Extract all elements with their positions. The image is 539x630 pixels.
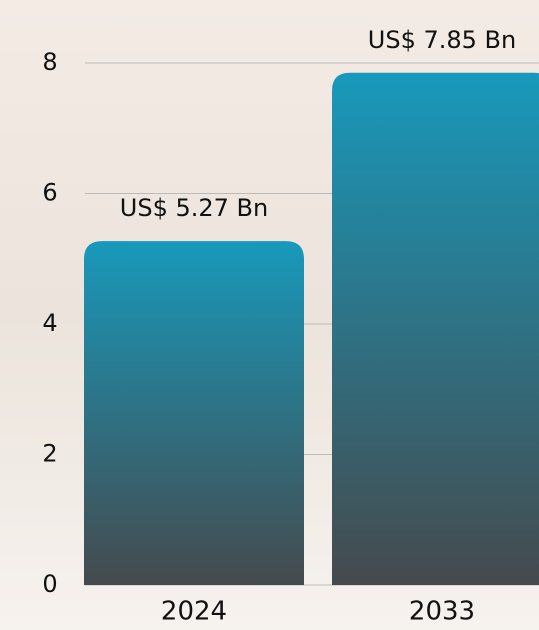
value-label: US$ 5.27 Bn (120, 194, 268, 222)
value-label: US$ 7.85 Bn (368, 26, 516, 54)
y-tick-label: 2 (42, 440, 57, 468)
x-tick-label: 2024 (161, 597, 227, 627)
x-tick-label: 2033 (409, 597, 475, 627)
y-tick-label: 6 (42, 179, 57, 207)
y-tick-label: 4 (42, 309, 57, 337)
y-tick-label: 0 (42, 570, 57, 598)
bar (84, 241, 304, 585)
bar (332, 72, 539, 585)
y-tick-label: 8 (42, 48, 57, 76)
